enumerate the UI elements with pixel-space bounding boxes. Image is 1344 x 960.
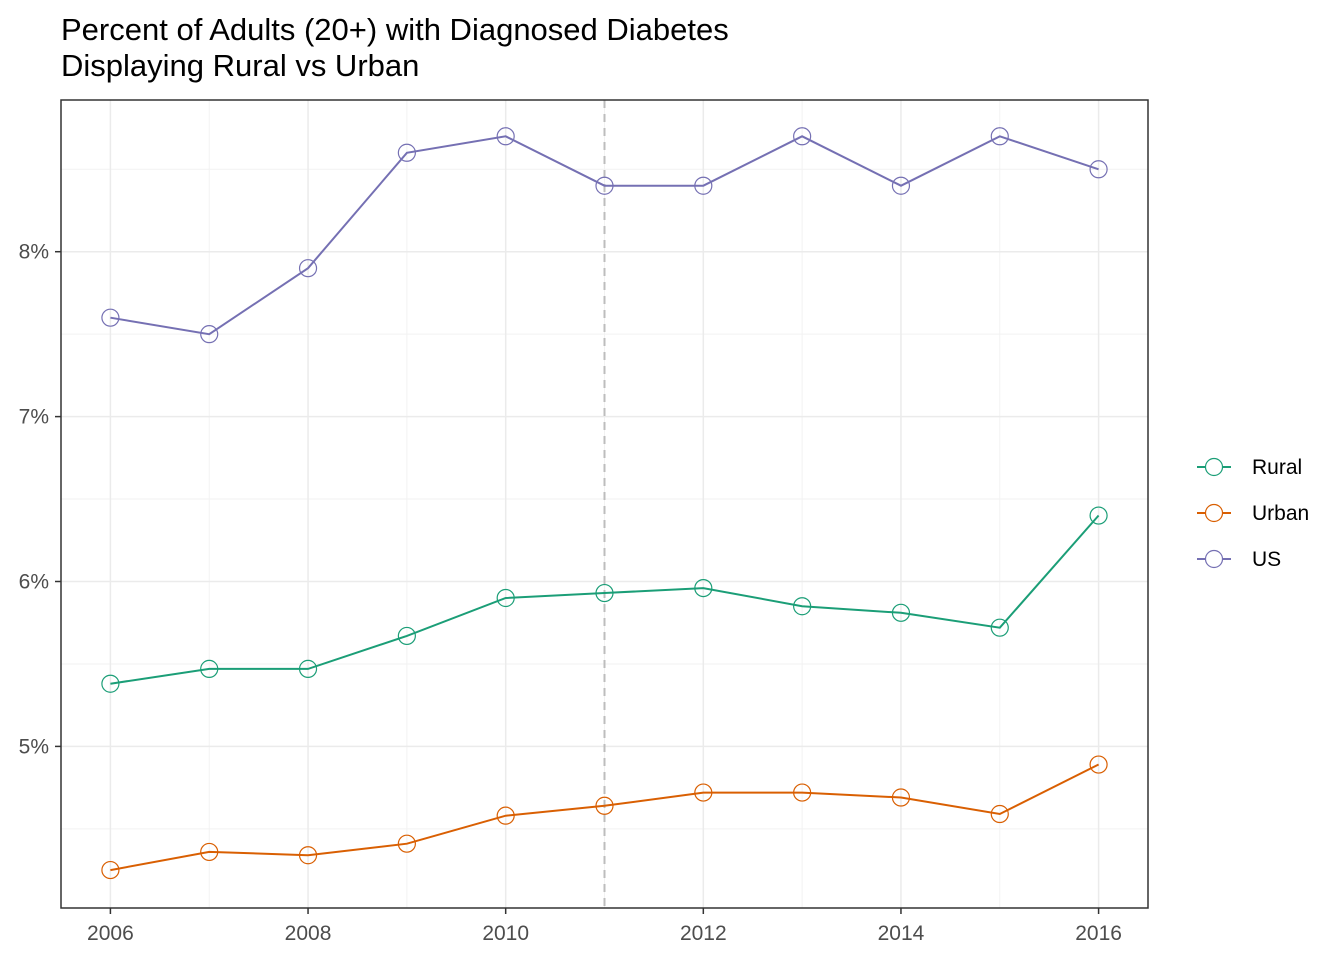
minor-gridlines xyxy=(61,100,1148,908)
x-tick-label: 2016 xyxy=(1075,922,1122,945)
x-tick-label: 2014 xyxy=(878,922,925,945)
chart-title: Percent of Adults (20+) with Diagnosed D… xyxy=(61,12,729,84)
x-tick-label: 2010 xyxy=(482,922,529,945)
y-tick-label: 8% xyxy=(19,241,49,264)
legend-key-marker xyxy=(1204,457,1224,477)
data-point-rural xyxy=(793,597,812,616)
data-point-urban xyxy=(496,806,515,825)
data-point-urban xyxy=(200,842,219,862)
data-point-rural xyxy=(200,659,219,678)
y-tick-label: 7% xyxy=(19,406,49,429)
legend-label: Urban xyxy=(1252,502,1309,525)
data-point-us xyxy=(101,308,120,327)
x-axis: 2006 2008 2010 2012 2014 2016 xyxy=(87,908,1122,945)
data-point-rural xyxy=(694,578,713,598)
x-tick-label: 2008 xyxy=(285,922,332,945)
legend-label: Rural xyxy=(1252,456,1302,479)
y-tick-label: 5% xyxy=(19,735,49,758)
data-point-urban xyxy=(990,804,1009,824)
series-line-rural xyxy=(110,514,1100,685)
data-point-urban xyxy=(694,783,713,802)
x-tick-label: 2012 xyxy=(680,922,727,945)
data-point-urban xyxy=(298,846,318,865)
series-points xyxy=(101,127,1108,880)
data-point-rural xyxy=(595,583,614,603)
data-point-rural xyxy=(891,603,911,622)
data-point-rural xyxy=(101,674,120,693)
x-tick-label: 2006 xyxy=(87,922,134,945)
data-point-rural xyxy=(990,618,1009,637)
series-line-urban xyxy=(110,763,1100,872)
data-point-us xyxy=(397,143,416,162)
data-point-rural xyxy=(1089,506,1108,525)
data-point-us xyxy=(298,259,318,278)
chart-title-line1: Percent of Adults (20+) with Diagnosed D… xyxy=(61,12,729,47)
series-lines xyxy=(110,135,1100,872)
data-point-us xyxy=(891,176,911,195)
y-tick-label: 6% xyxy=(19,571,49,594)
data-point-rural xyxy=(397,626,416,646)
data-point-urban xyxy=(397,834,416,853)
plot-border xyxy=(60,99,1149,909)
data-point-us xyxy=(496,127,515,146)
data-point-us xyxy=(694,176,713,195)
data-point-us xyxy=(1089,160,1108,179)
legend-label: US xyxy=(1252,548,1281,571)
data-point-urban xyxy=(1089,755,1108,774)
legend-key-marker xyxy=(1204,503,1224,523)
data-point-us xyxy=(200,325,219,344)
legend-item-rural: Rural xyxy=(1197,456,1302,479)
data-point-us xyxy=(595,176,614,195)
y-axis: 5% 6% 7% 8% xyxy=(19,241,61,758)
data-point-rural xyxy=(298,659,318,678)
chart-subtitle: Displaying Rural vs Urban xyxy=(61,48,420,83)
data-point-us xyxy=(793,127,812,146)
data-point-rural xyxy=(496,588,515,608)
data-point-urban xyxy=(101,860,120,880)
legend-item-us: US xyxy=(1197,548,1281,571)
series-line-us xyxy=(110,135,1099,336)
data-point-urban xyxy=(595,796,614,815)
legend-key-marker xyxy=(1204,549,1224,569)
data-point-us xyxy=(990,127,1009,146)
data-point-urban xyxy=(891,788,911,807)
legend: Rural Urban US xyxy=(1197,456,1309,571)
legend-item-urban: Urban xyxy=(1197,502,1309,525)
data-point-urban xyxy=(793,783,812,802)
